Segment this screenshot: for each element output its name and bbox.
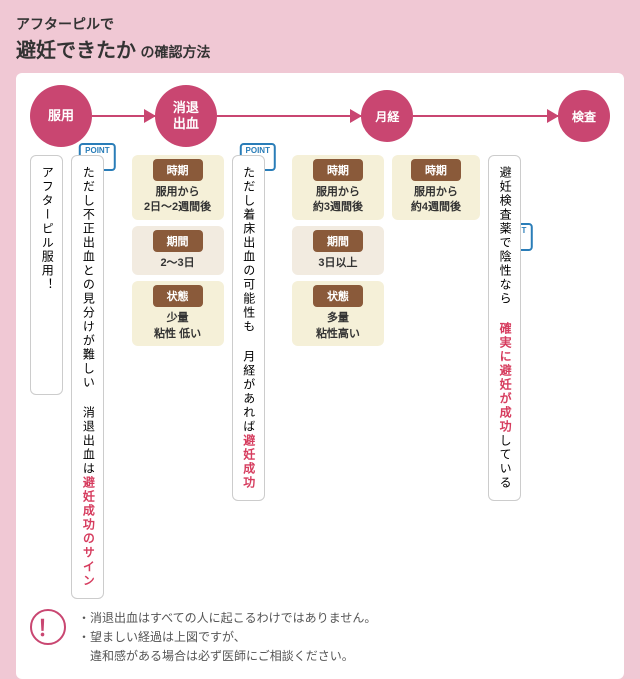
note-line: ・望ましい経過は上図ですが、 [78,628,376,647]
col-take: アフターピル服用！ [30,155,63,395]
info-text: 少量 粘性 低い [136,311,220,342]
flow-arrow [92,115,155,117]
header-line1: アフターピルで [16,14,624,34]
txt: 月経があれば [242,350,256,434]
txt: 避妊検査薬で陰性なら [498,166,512,306]
txt: 消退出血は [81,406,95,476]
col-mens-text: POINT 02 ただし着床出血の可能性も 月経があれば避妊成功 [232,155,284,501]
info-text: 2～3日 [136,256,220,271]
chip-duration: 期間 [153,230,203,252]
header-strong: 避妊できたか [16,40,136,62]
header-line2: 避妊できたか の確認方法 [16,34,624,63]
info-duration: 期間 3日以上 [292,226,384,275]
flow-row: 服用 消退 出血 月経 検査 [30,85,610,147]
chip-timing: 時期 [411,159,461,181]
txt: している [498,434,512,490]
chip-timing: 時期 [153,159,203,181]
footer-notes: ・消退出血はすべての人に起こるわけではありません。 ・望ましい経過は上図ですが、… [78,609,376,667]
info-duration: 期間 2～3日 [132,226,224,275]
chip-duration: 期間 [313,230,363,252]
footer: ！ ・消退出血はすべての人に起こるわけではありません。 ・望ましい経過は上図です… [30,609,610,667]
flow-node-test: 検査 [558,90,610,142]
info-text: 多量 粘性高い [296,311,380,342]
vbox-take: アフターピル服用！ [30,155,63,395]
chip-state: 状態 [313,285,363,307]
flow-arrow [217,115,362,117]
info-timing: 時期 服用から 約4週間後 [392,155,480,220]
info-text: 3日以上 [296,256,380,271]
info-state: 状態 少量 粘性 低い [132,281,224,346]
txt: ただし不正出血との見分けが難しい [81,166,95,390]
col-test-text: POINT 03 避妊検査薬で陰性なら 確実に避妊が成功している [488,155,540,501]
note-line: ・消退出血はすべての人に起こるわけではありません。 [78,609,376,628]
header: アフターピルで 避妊できたか の確認方法 [16,14,624,63]
info-text: 服用から 約3週間後 [296,185,380,216]
main-panel: 服用 消退 出血 月経 検査 アフターピル服用！ POINT 01 ただし不正出… [16,73,624,679]
info-timing: 時期 服用から 2日～2週間後 [132,155,224,220]
warning-icon: ！ [30,609,66,645]
col-test-info: 時期 服用から 約4週間後 [392,155,480,220]
info-state: 状態 多量 粘性高い [292,281,384,346]
chip-state: 状態 [153,285,203,307]
flow-node-mens: 月経 [361,90,413,142]
flow-node-withdrawal: 消退 出血 [155,85,217,147]
txt-red: 避妊成功 [242,434,256,490]
info-timing: 時期 服用から 約3週間後 [292,155,384,220]
chip-timing: 時期 [313,159,363,181]
col-withdrawal-text: POINT 01 ただし不正出血との見分けが難しい 消退出血は避妊成功のサイン [71,155,123,599]
txt-red: 確実に避妊が成功 [498,322,512,434]
vbox-withdrawal: ただし不正出血との見分けが難しい 消退出血は避妊成功のサイン [71,155,104,599]
header-suffix: の確認方法 [140,44,210,60]
info-text: 服用から 2日～2週間後 [136,185,220,216]
vbox-test: 避妊検査薬で陰性なら 確実に避妊が成功している [488,155,521,501]
vbox-mens: ただし着床出血の可能性も 月経があれば避妊成功 [232,155,265,501]
columns: アフターピル服用！ POINT 01 ただし不正出血との見分けが難しい 消退出血… [30,155,610,599]
flow-node-take: 服用 [30,85,92,147]
col-mens-info: 時期 服用から 約3週間後 期間 3日以上 状態 多量 粘性高い [292,155,384,346]
flow-arrow [413,115,558,117]
txt: ただし着床出血の可能性も [242,166,256,334]
txt-red: 避妊成功のサイン [81,476,95,588]
col-withdrawal-info: 時期 服用から 2日～2週間後 期間 2～3日 状態 少量 粘性 低い [132,155,224,346]
info-text: 服用から 約4週間後 [396,185,476,216]
note-line: 違和感がある場合は必ず医師にご相談ください。 [78,647,376,666]
